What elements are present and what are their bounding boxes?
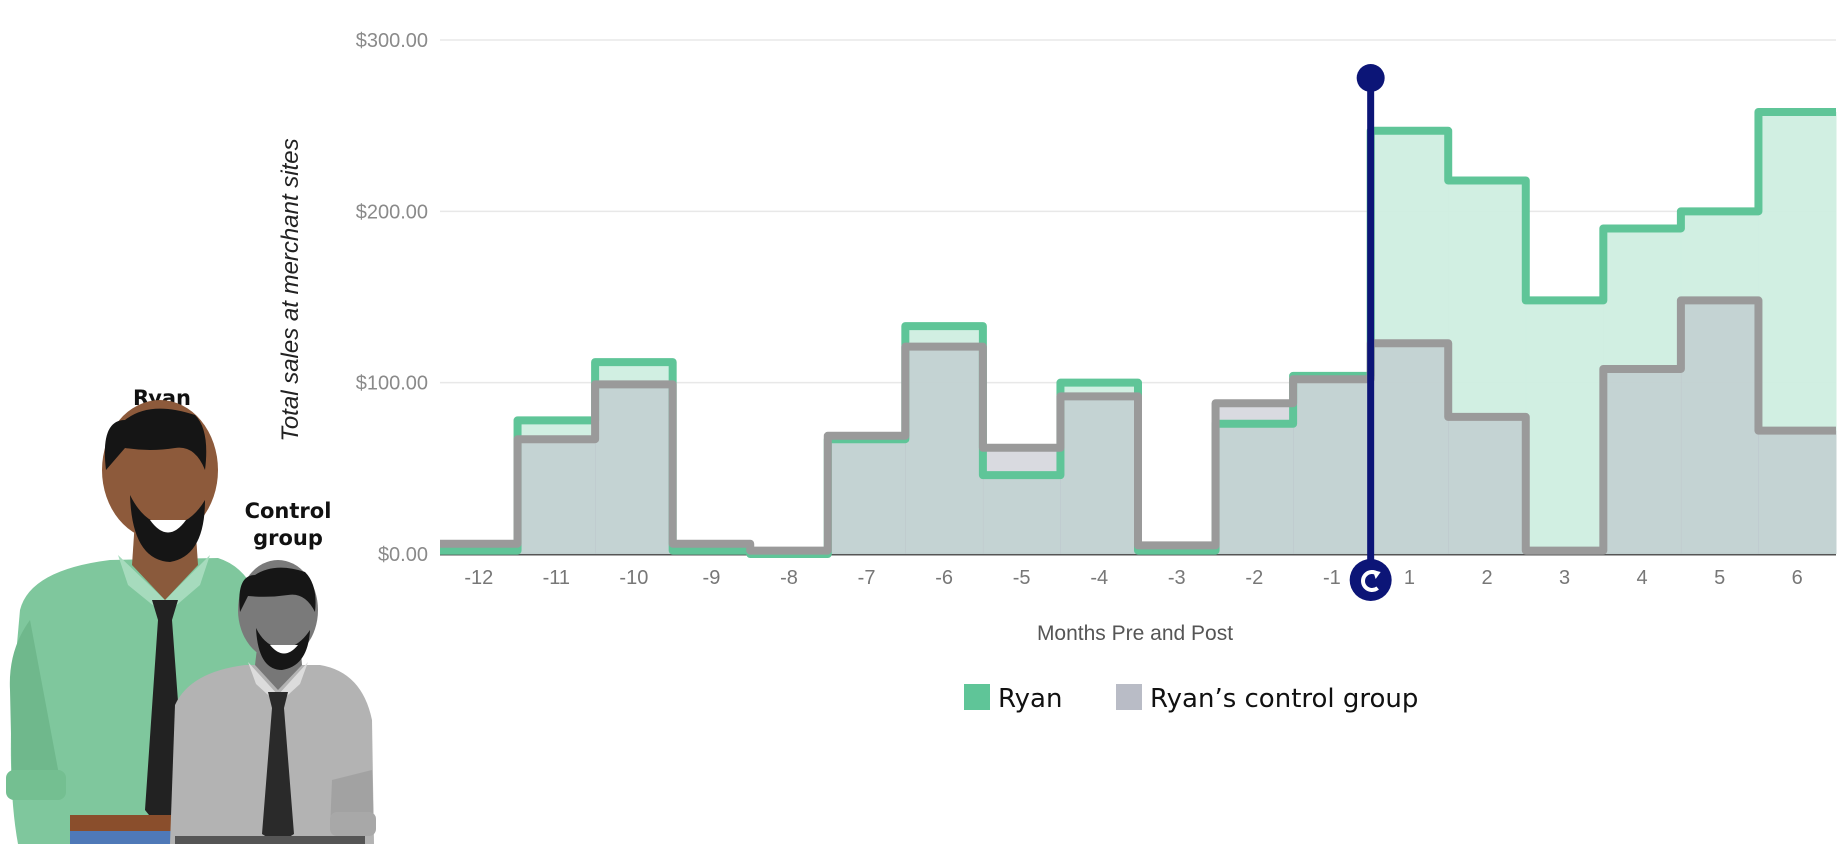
- bar-control-15: [1603, 368, 1682, 554]
- bar-control-5: [827, 435, 906, 554]
- x-tick-label: -12: [464, 567, 493, 589]
- legend-swatch-ryan: [964, 684, 990, 710]
- x-tick-label: -11: [543, 567, 570, 589]
- x-tick-label: -7: [858, 567, 876, 589]
- refresh-icon: [1361, 570, 1379, 592]
- legend-label-ryan: Ryan: [998, 684, 1062, 714]
- event-marker-top-dot: [1356, 64, 1385, 92]
- bar-control-16: [1680, 300, 1759, 554]
- control-label-line2: group: [253, 526, 323, 550]
- bar-control-12: [1370, 343, 1449, 554]
- x-tick-label: 1: [1404, 567, 1415, 589]
- event-marker-icon: [1349, 559, 1392, 601]
- bar-control-10: [1215, 403, 1294, 554]
- legend-swatch-control: [1116, 684, 1142, 710]
- x-tick-label: -6: [935, 567, 953, 589]
- x-tick-label: -8: [780, 567, 798, 589]
- bar-control-8: [1060, 396, 1139, 554]
- x-tick-label: -4: [1090, 567, 1108, 589]
- x-tick-label: -3: [1168, 567, 1186, 589]
- x-axis-ticks: -12 -11 -10 -9 -8 -7 -6 -5 -4 -3 -2 -1 1 2 3 4 5 6: [464, 567, 1802, 589]
- x-tick-label: 2: [1481, 567, 1492, 589]
- x-tick-label: -2: [1245, 567, 1263, 589]
- y-tick-label: $200.00: [356, 201, 428, 223]
- x-tick-label: 3: [1559, 567, 1570, 589]
- x-tick-label: 5: [1714, 567, 1725, 589]
- bar-control-6: [905, 346, 984, 554]
- x-tick-label: -9: [703, 567, 721, 589]
- refresh-arrow-icon: [1372, 570, 1381, 579]
- y-tick-label: $100.00: [356, 373, 428, 395]
- y-tick-label: $0.00: [378, 544, 428, 566]
- bar-control-2: [595, 384, 674, 554]
- series-lines: [440, 107, 1836, 558]
- x-tick-label: -1: [1323, 567, 1341, 589]
- bar-control-1: [517, 439, 596, 554]
- x-tick-label: -5: [1013, 567, 1031, 589]
- bar-control-17: [1758, 430, 1837, 554]
- bar-control-13: [1448, 416, 1527, 554]
- bar-ryan-14: [1525, 300, 1604, 554]
- y-axis-ticks: $0.00 $100.00 $200.00 $300.00: [356, 30, 428, 566]
- control-group-illustration: Control group: [170, 499, 376, 844]
- x-tick-label: 6: [1792, 567, 1803, 589]
- bar-control-7: [982, 447, 1061, 554]
- y-axis-title: Total sales at merchant sites: [277, 138, 304, 441]
- x-tick-label: -10: [619, 567, 648, 589]
- event-marker: [1349, 64, 1392, 601]
- series-line-control: [440, 296, 1836, 555]
- x-axis-title: Months Pre and Post: [1037, 622, 1233, 645]
- y-tick-label: $300.00: [356, 30, 428, 52]
- x-tick-label: 4: [1637, 567, 1648, 589]
- legend-label-control: Ryan’s control group: [1150, 684, 1418, 714]
- bar-control-11: [1293, 379, 1372, 554]
- legend: Ryan Ryan’s control group: [964, 684, 1418, 714]
- control-label-line1: Control: [245, 499, 332, 523]
